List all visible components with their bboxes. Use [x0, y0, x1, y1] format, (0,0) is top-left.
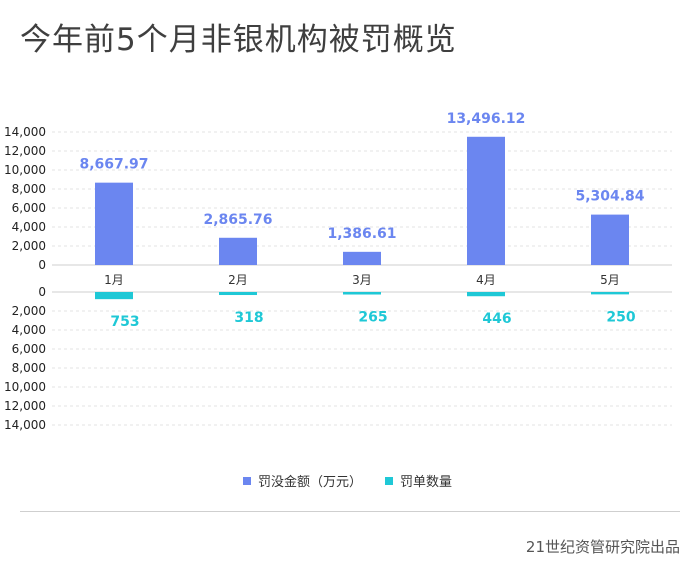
lower-y-tick-label: 6,000 — [12, 342, 46, 356]
legend-amount-label: 罚没金额（万元） — [258, 474, 362, 490]
amount-bar — [591, 214, 629, 265]
lower-y-tick-label: 2,000 — [12, 304, 46, 318]
count-bar — [343, 292, 381, 295]
legend-amount-swatch — [243, 477, 251, 485]
upper-y-tick-label: 10,000 — [4, 163, 46, 177]
count-data-label: 265 — [358, 310, 387, 326]
count-data-label: 446 — [482, 311, 511, 327]
x-category-label: 2月 — [228, 273, 248, 287]
lower-y-tick-label: 8,000 — [12, 361, 46, 375]
x-category-label: 3月 — [352, 273, 372, 287]
lower-y-tick-label: 12,000 — [4, 399, 46, 413]
count-data-label: 318 — [234, 310, 263, 326]
upper-y-tick-label: 8,000 — [12, 182, 46, 196]
count-bar — [591, 292, 629, 295]
chart-title: 今年前5个月非银机构被罚概览 — [20, 22, 457, 58]
amount-data-label: 1,386.61 — [327, 226, 396, 242]
amount-data-label: 2,865.76 — [203, 212, 272, 228]
x-category-label: 5月 — [600, 273, 620, 287]
source-credit: 21世纪资管研究院出品 — [525, 538, 680, 556]
lower-y-tick-label: 10,000 — [4, 380, 46, 394]
amount-bar — [467, 136, 505, 265]
lower-y-tick-label: 0 — [38, 285, 46, 299]
amount-bar — [95, 182, 133, 265]
amount-data-label: 13,496.12 — [447, 111, 526, 127]
upper-y-tick-label: 2,000 — [12, 239, 46, 253]
count-bar — [219, 292, 257, 296]
upper-y-tick-label: 0 — [38, 258, 46, 272]
amount-bar — [219, 237, 257, 265]
count-data-label: 753 — [110, 314, 139, 330]
count-bar — [467, 292, 505, 297]
upper-y-tick-label: 6,000 — [12, 201, 46, 215]
amount-data-label: 5,304.84 — [575, 189, 644, 205]
count-data-label: 250 — [606, 309, 635, 325]
lower-y-tick-label: 4,000 — [12, 323, 46, 337]
lower-y-tick-label: 14,000 — [4, 418, 46, 432]
upper-y-tick-label: 12,000 — [4, 144, 46, 158]
x-category-label: 4月 — [476, 273, 496, 287]
upper-y-tick-label: 14,000 — [4, 125, 46, 139]
count-bar — [95, 292, 133, 300]
upper-y-tick-label: 4,000 — [12, 220, 46, 234]
x-category-label: 1月 — [104, 273, 124, 287]
legend-count-label: 罚单数量 — [400, 475, 452, 490]
amount-data-label: 8,667.97 — [79, 157, 148, 173]
chart-svg: 0 2,000 4,000 6,000 8,000 10,000 12,000 14,000 0… — [4, 111, 672, 490]
legend-count-swatch — [385, 477, 393, 485]
amount-bar — [343, 251, 381, 265]
divider — [20, 511, 680, 512]
